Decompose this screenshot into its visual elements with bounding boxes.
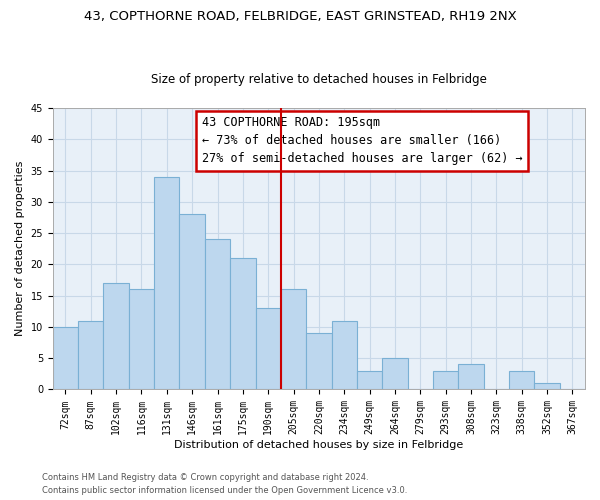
X-axis label: Distribution of detached houses by size in Felbridge: Distribution of detached houses by size …: [174, 440, 464, 450]
Bar: [103, 283, 129, 390]
Bar: [205, 240, 230, 390]
Bar: [306, 333, 332, 390]
Y-axis label: Number of detached properties: Number of detached properties: [15, 161, 25, 336]
Title: Size of property relative to detached houses in Felbridge: Size of property relative to detached ho…: [151, 73, 487, 86]
Text: 43 COPTHORNE ROAD: 195sqm
← 73% of detached houses are smaller (166)
27% of semi: 43 COPTHORNE ROAD: 195sqm ← 73% of detac…: [202, 116, 523, 166]
Bar: [332, 320, 357, 390]
Text: 43, COPTHORNE ROAD, FELBRIDGE, EAST GRINSTEAD, RH19 2NX: 43, COPTHORNE ROAD, FELBRIDGE, EAST GRIN…: [83, 10, 517, 23]
Bar: [179, 214, 205, 390]
Bar: [509, 370, 535, 390]
Bar: [382, 358, 407, 390]
Bar: [154, 177, 179, 390]
Bar: [281, 290, 306, 390]
Bar: [256, 308, 281, 390]
Text: Contains HM Land Registry data © Crown copyright and database right 2024.
Contai: Contains HM Land Registry data © Crown c…: [42, 474, 407, 495]
Bar: [458, 364, 484, 390]
Bar: [433, 370, 458, 390]
Bar: [129, 290, 154, 390]
Bar: [535, 383, 560, 390]
Bar: [53, 327, 78, 390]
Bar: [357, 370, 382, 390]
Bar: [78, 320, 103, 390]
Bar: [230, 258, 256, 390]
